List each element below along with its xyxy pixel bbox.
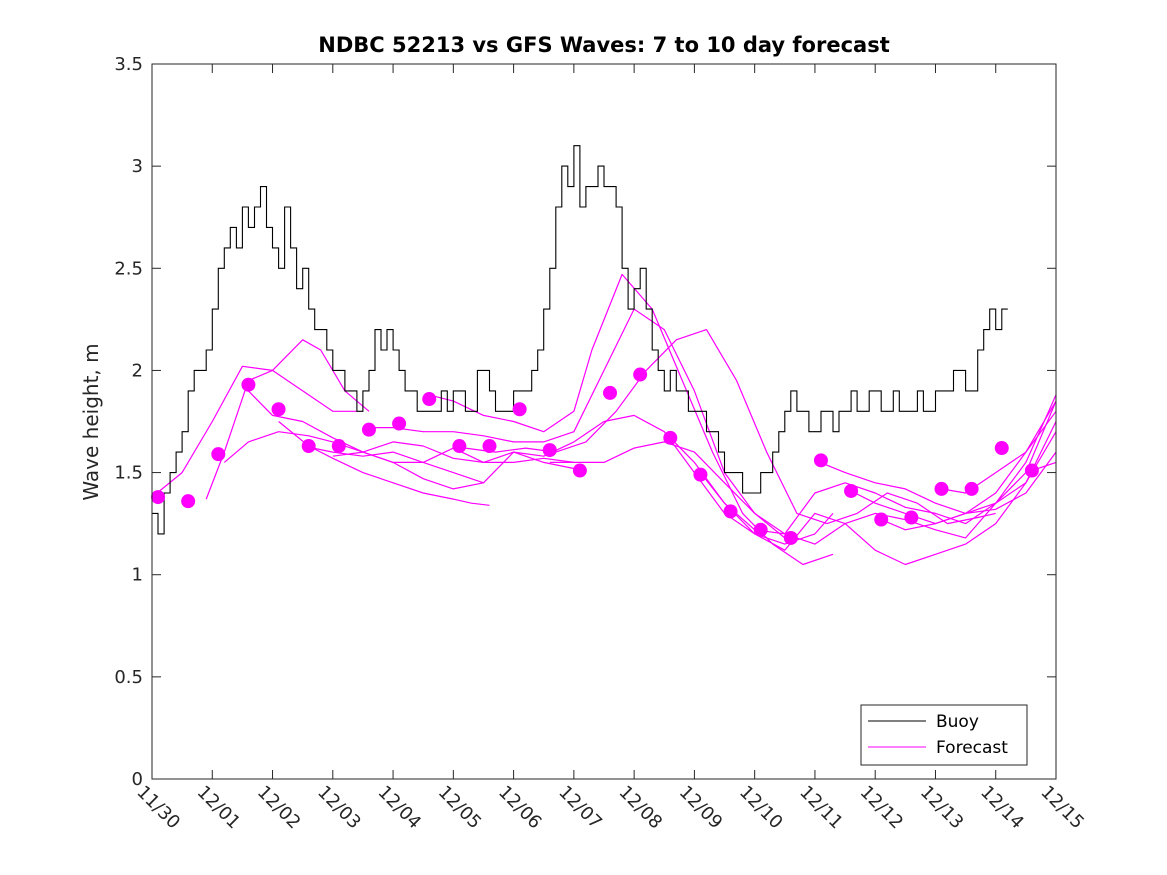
- forecast-line: [332, 441, 575, 470]
- chart-title: NDBC 52213 vs GFS Waves: 7 to 10 day for…: [318, 33, 889, 57]
- forecast-point: [331, 439, 346, 454]
- forecast-point: [211, 447, 226, 462]
- forecast-markers: [151, 367, 1039, 545]
- forecast-point: [181, 494, 196, 509]
- y-tick-label: 2.5: [114, 258, 143, 279]
- forecast-point: [663, 430, 678, 445]
- forecast-line: [205, 339, 370, 500]
- plot-frame: [151, 63, 1057, 780]
- y-tick-label: 3.5: [114, 54, 143, 75]
- forecast-point: [452, 439, 467, 454]
- legend-forecast-label: Forecast: [936, 738, 1008, 758]
- forecast-point: [361, 422, 376, 437]
- forecast-point: [512, 402, 527, 417]
- forecast-point: [783, 530, 798, 545]
- forecast-point: [874, 512, 889, 527]
- forecast-line: [278, 421, 490, 506]
- forecast-point: [934, 481, 949, 496]
- forecast-point: [723, 504, 738, 519]
- forecast-point: [482, 439, 497, 454]
- forecast-point: [693, 467, 708, 482]
- forecast-line: [941, 410, 1057, 494]
- forecast-line: [814, 451, 1057, 514]
- y-axis-title: Wave height, m: [79, 343, 103, 500]
- forecast-point: [151, 490, 166, 505]
- y-tick-label: 2: [132, 360, 143, 381]
- legend-buoy-label: Buoy: [936, 712, 979, 732]
- y-tick-label: 1: [132, 565, 143, 586]
- forecast-line: [151, 365, 357, 498]
- forecast-point: [1024, 463, 1039, 478]
- forecast-point: [603, 385, 618, 400]
- forecast-point: [542, 443, 557, 458]
- buoy-line: [152, 145, 1008, 535]
- forecast-point: [271, 402, 286, 417]
- forecast-line: [880, 421, 1057, 531]
- forecast-line: [362, 308, 786, 539]
- forecast-point: [753, 522, 768, 537]
- forecast-point: [301, 439, 316, 454]
- forecast-point: [994, 441, 1009, 456]
- forecast-line: [699, 431, 1057, 566]
- forecast-point: [904, 510, 919, 525]
- y-tick-label: 0.5: [114, 667, 143, 688]
- y-tick-label: 1.5: [114, 463, 143, 484]
- forecast-point: [633, 367, 648, 382]
- forecast-point: [572, 463, 587, 478]
- forecast-point: [392, 416, 407, 431]
- forecast-point: [241, 377, 256, 392]
- y-tick-label: 0: [132, 769, 143, 790]
- y-tick-label: 3: [132, 156, 143, 177]
- forecast-point: [813, 453, 828, 468]
- legend: Buoy Forecast: [860, 704, 1028, 766]
- series-layer: [151, 145, 1057, 566]
- forecast-point: [422, 392, 437, 407]
- forecast-line: [549, 394, 1057, 545]
- forecast-point: [844, 483, 859, 498]
- forecast-point: [964, 481, 979, 496]
- legend-box: [860, 704, 1028, 766]
